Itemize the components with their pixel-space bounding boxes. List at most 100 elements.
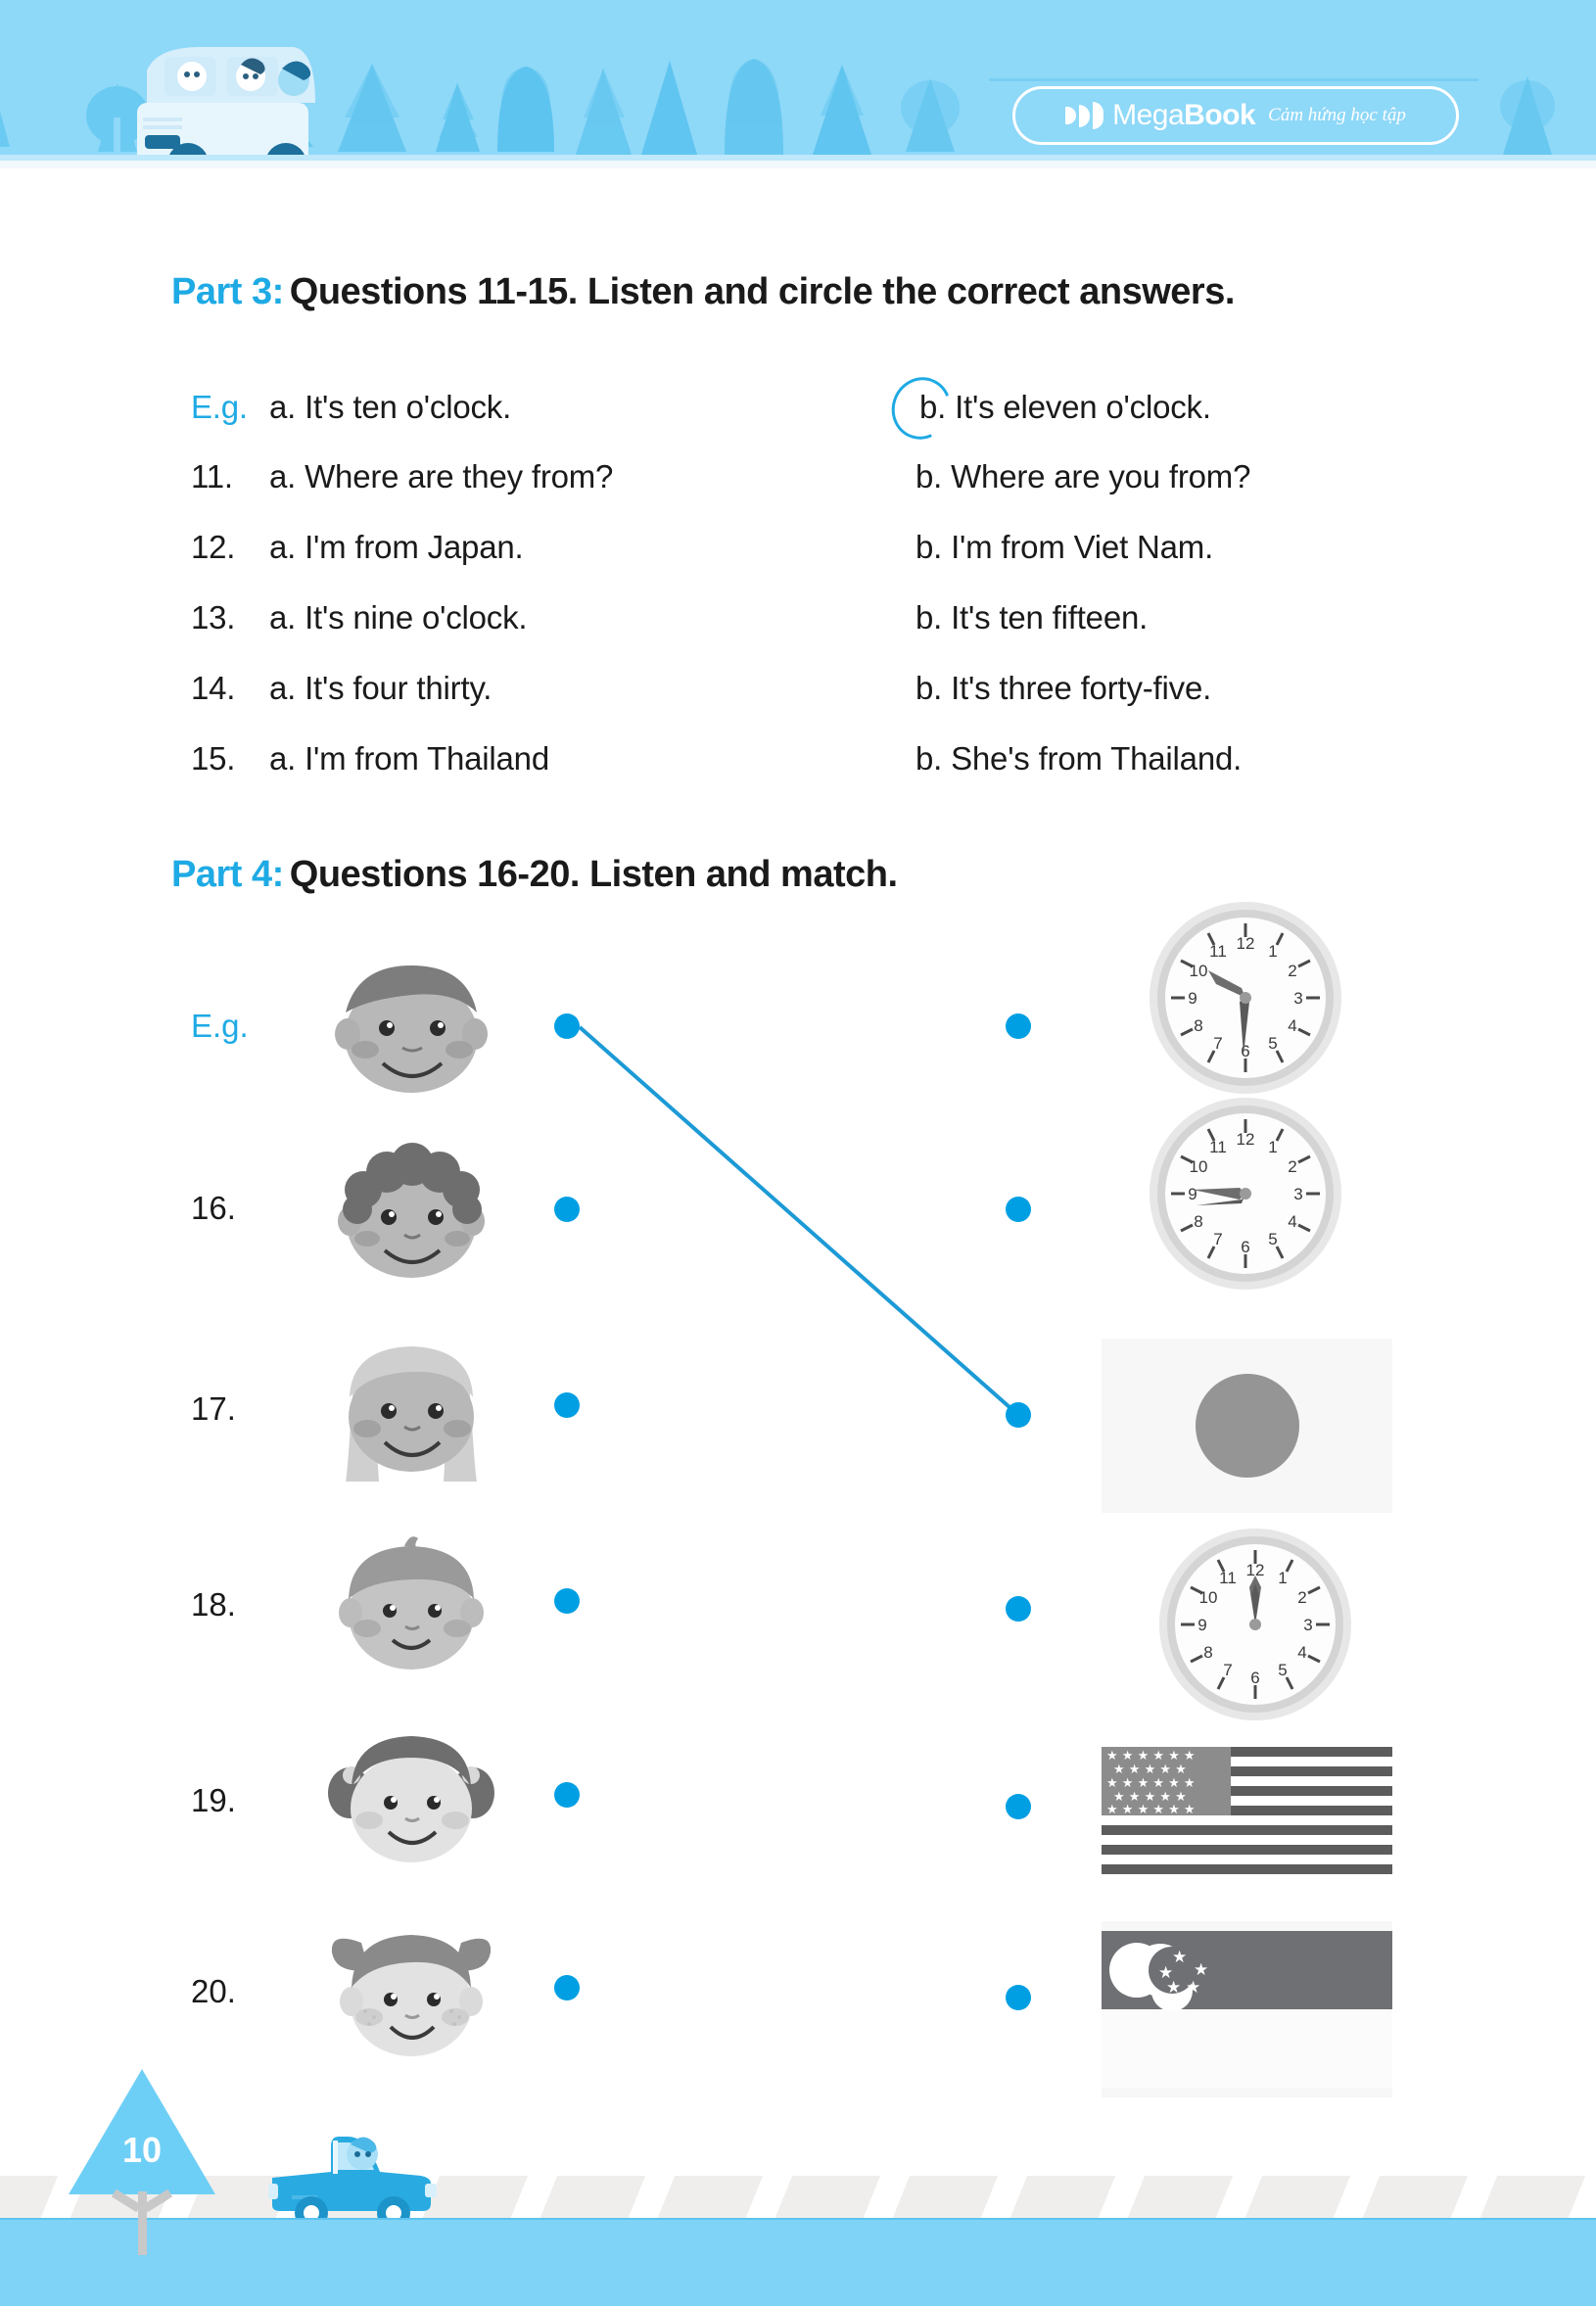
svg-text:4: 4	[1288, 1212, 1296, 1231]
svg-text:★ ★ ★ ★ ★: ★ ★ ★ ★ ★	[1113, 1790, 1187, 1805]
svg-text:3: 3	[1293, 989, 1302, 1008]
answer-option-a[interactable]: a. Where are they from?	[269, 458, 614, 494]
svg-text:6: 6	[1241, 1238, 1249, 1256]
match-label: 17.	[191, 1390, 236, 1427]
question-row: E.g. a. It's ten o'clock. b. It's eleven…	[191, 368, 1454, 448]
svg-text:★: ★	[1186, 1978, 1200, 1998]
svg-text:7: 7	[1213, 1230, 1222, 1248]
logo-brand-suffix: Book	[1184, 99, 1256, 131]
header-white-strip	[0, 161, 1596, 168]
svg-text:8: 8	[1203, 1643, 1212, 1662]
part4-label: Part 4:	[171, 854, 284, 895]
girl-face-side-ponytails-icon	[331, 1935, 492, 2056]
match-dot-left[interactable]	[554, 1588, 580, 1614]
answer-option-a[interactable]: a. I'm from Thailand	[269, 740, 549, 777]
page-number: 10	[121, 2130, 163, 2170]
svg-text:★: ★	[1194, 1960, 1208, 1980]
match-label: E.g.	[191, 1008, 249, 1044]
question-row: 12. a. I'm from Japan. b. I'm from Viet …	[191, 529, 1454, 576]
part3-label: Part 3:	[171, 271, 284, 312]
logo-slogan: Cảm hứng học tập	[1268, 105, 1406, 125]
match-label: 19.	[191, 1782, 236, 1818]
question-row: 15. a. I'm from Thailand b. She's from T…	[191, 740, 1454, 787]
boy-face-short-hair-icon	[335, 965, 488, 1093]
answer-option-b[interactable]: b. It's ten fifteen.	[915, 599, 1149, 635]
boy-face-curly-hair-icon	[338, 1143, 485, 1278]
svg-text:4: 4	[1288, 1016, 1296, 1035]
part3-heading: Part 3: Questions 11-15. Listen and circl…	[171, 271, 1235, 313]
match-dot-left[interactable]	[554, 1975, 580, 2000]
flag-japan-icon	[1102, 1339, 1392, 1513]
footer-band	[0, 2220, 1596, 2306]
match-dot-right[interactable]	[1006, 1794, 1031, 1819]
answer-option-b[interactable]: b. It's three forty-five.	[915, 670, 1212, 706]
question-number: 14.	[191, 670, 236, 706]
svg-text:5: 5	[1268, 1034, 1277, 1053]
match-label: 20.	[191, 1973, 236, 2009]
question-number: E.g.	[191, 389, 248, 425]
svg-text:1: 1	[1278, 1569, 1287, 1587]
logo-brand-prefix: Mega	[1112, 99, 1185, 131]
match-dot-left[interactable]	[554, 1392, 580, 1418]
match-dot-left[interactable]	[554, 1197, 580, 1222]
svg-text:2: 2	[1288, 962, 1296, 980]
answer-option-b[interactable]: b. It's eleven o'clock.	[919, 389, 1211, 425]
svg-text:12: 12	[1246, 1561, 1265, 1579]
answer-option-a[interactable]: a. It's ten o'clock.	[269, 389, 512, 425]
svg-text:2: 2	[1297, 1588, 1306, 1607]
answer-option-b[interactable]: b. Where are you from?	[915, 458, 1251, 494]
part4-heading: Part 4: Questions 16-20. Listen and match…	[171, 854, 898, 896]
girl-face-long-hair-icon	[346, 1346, 477, 1482]
part4-title: Questions 16-20. Listen and match.	[289, 854, 898, 895]
svg-text:★ ★ ★ ★ ★: ★ ★ ★ ★ ★	[1113, 1763, 1187, 1777]
svg-text:9: 9	[1188, 989, 1197, 1008]
question-number: 13.	[191, 599, 236, 635]
tree-triangle	[69, 2069, 215, 2194]
pickup-truck-illustration	[268, 2137, 437, 2229]
match-dot-right[interactable]	[1006, 1596, 1031, 1622]
svg-text:10: 10	[1190, 1157, 1208, 1176]
match-dot-left[interactable]	[554, 1013, 580, 1039]
svg-text:★ ★ ★ ★ ★ ★: ★ ★ ★ ★ ★ ★	[1106, 1749, 1196, 1764]
school-bus-illustration	[137, 47, 315, 168]
question-number: 12.	[191, 529, 236, 565]
answer-option-a[interactable]: a. It's nine o'clock.	[269, 599, 528, 635]
sound-waves-icon	[1065, 102, 1104, 129]
question-row: 13. a. It's nine o'clock. b. It's ten fi…	[191, 599, 1454, 646]
page-header: MegaBook Cảm hứng học tập	[0, 0, 1596, 168]
match-dot-right[interactable]	[1006, 1402, 1031, 1428]
svg-text:2: 2	[1288, 1157, 1296, 1176]
svg-text:12: 12	[1237, 934, 1255, 953]
svg-text:9: 9	[1197, 1616, 1206, 1634]
question-number: 15.	[191, 740, 236, 777]
svg-text:1: 1	[1268, 942, 1277, 961]
answer-option-b[interactable]: b. I'm from Viet Nam.	[915, 529, 1214, 565]
svg-text:10: 10	[1190, 962, 1208, 980]
worksheet-body: Part 3: Questions 11-15. Listen and circl…	[0, 168, 1596, 2097]
svg-text:11: 11	[1209, 1138, 1227, 1156]
answer-option-b[interactable]: b. She's from Thailand.	[915, 740, 1243, 777]
footer-divider	[0, 2218, 1596, 2221]
svg-text:7: 7	[1213, 1034, 1222, 1053]
svg-text:5: 5	[1278, 1661, 1287, 1679]
match-label: 16.	[191, 1190, 236, 1226]
match-dot-right[interactable]	[1006, 1985, 1031, 2010]
question-number: 11.	[191, 458, 233, 494]
svg-text:3: 3	[1303, 1616, 1312, 1634]
match-dot-left[interactable]	[554, 1782, 580, 1808]
match-dot-right[interactable]	[1006, 1197, 1031, 1222]
matching-exercise: E.g. 16. 17. 18. 19. 20.	[0, 168, 1596, 2097]
match-dot-right[interactable]	[1006, 1013, 1031, 1039]
question-row: 11. a. Where are they from? b. Where are…	[191, 458, 1454, 505]
girl-face-pigtails-icon	[328, 1736, 494, 1862]
answer-option-a[interactable]: a. It's four thirty.	[269, 670, 493, 706]
svg-text:★ ★ ★ ★ ★ ★: ★ ★ ★ ★ ★ ★	[1106, 1776, 1196, 1791]
svg-text:9: 9	[1188, 1185, 1197, 1203]
svg-text:8: 8	[1194, 1212, 1202, 1231]
tree-trunk	[138, 2191, 147, 2255]
flag-usa-icon: ★ ★ ★ ★ ★ ★ ★ ★ ★ ★ ★ ★ ★ ★ ★ ★ ★ ★ ★ ★ …	[1102, 1747, 1392, 1874]
answer-option-a[interactable]: a. I'm from Japan.	[269, 529, 524, 565]
svg-text:★: ★	[1166, 1978, 1181, 1998]
